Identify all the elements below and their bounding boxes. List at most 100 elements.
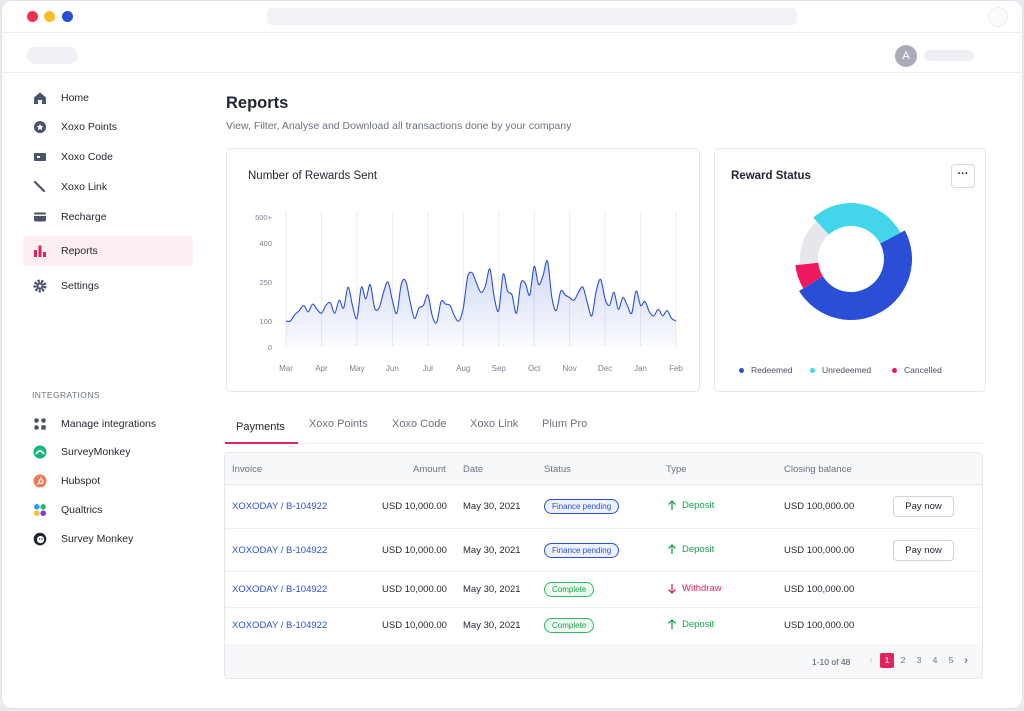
link-icon: [33, 180, 46, 193]
legend-dot: [739, 367, 744, 373]
active-tab-indicator: [225, 442, 298, 444]
bar-chart-icon: [34, 245, 46, 257]
x-tick-label: Sep: [492, 364, 507, 373]
page-5-button[interactable]: 5: [948, 655, 954, 665]
user-name-placeholder[interactable]: [924, 50, 974, 61]
prev-page-icon[interactable]: ‹: [869, 655, 873, 666]
donut-slice-redeemed[interactable]: [799, 230, 912, 320]
page-4-button[interactable]: 4: [932, 655, 938, 665]
x-tick-label: Oct: [528, 364, 541, 373]
page-3-button[interactable]: 3: [916, 655, 922, 665]
type-label: Deposit: [682, 544, 715, 555]
table-header: Invoice Amount Date Status Type Closing …: [225, 453, 982, 485]
integration-label: Hubspot: [61, 475, 101, 487]
address-bar[interactable]: [267, 8, 797, 25]
closing-balance-cell: USD 100,000.00: [784, 620, 855, 631]
invoice-link[interactable]: XOXODAY / B-104922: [232, 545, 328, 556]
legend-dot: [810, 367, 815, 373]
legend-unredeemed: Unredeemed: [810, 365, 871, 375]
pay-now-button[interactable]: Pay now: [893, 540, 954, 561]
page-2-button[interactable]: 2: [900, 655, 906, 665]
x-tick-label: Jun: [386, 364, 399, 373]
sidebar-item-recharge[interactable]: Recharge: [23, 202, 193, 232]
x-tick-label: Apr: [315, 364, 328, 373]
table-row: XOXODAY / B-104922 USD 10,000.00 May 30,…: [225, 608, 982, 644]
hubspot-icon: [33, 474, 47, 488]
type-label: Deposit: [682, 619, 715, 630]
type-cell: Deposit: [667, 544, 714, 555]
legend-redeemed: Redeemed: [739, 365, 793, 375]
arrow-up-icon: [668, 500, 676, 510]
more-options-button[interactable]: ···: [951, 164, 975, 188]
sidebar-item-label: Reports: [61, 245, 98, 257]
next-page-icon[interactable]: ›: [964, 655, 968, 666]
legend-label: Unredeemed: [822, 365, 872, 375]
column-header-status[interactable]: Status: [544, 464, 571, 475]
integration-qualtrics[interactable]: Qualtrics: [23, 498, 193, 522]
amount-cell: USD 10,000.00: [382, 584, 447, 595]
x-tick-label: Mar: [279, 364, 293, 373]
sidebar: Home Xoxo Points Xoxo Code Xoxo Link Rec…: [2, 74, 207, 708]
integration-survey-monkey[interactable]: Survey Monkey: [23, 527, 193, 551]
type-cell: Withdraw: [667, 583, 722, 594]
tab-xoxo-code[interactable]: Xoxo Code: [392, 418, 447, 430]
logo[interactable]: [27, 47, 78, 64]
integration-label: Manage integrations: [61, 418, 157, 430]
chart-title: Reward Status: [731, 170, 811, 182]
donut-slice-other[interactable]: [800, 221, 829, 265]
column-header-type[interactable]: Type: [666, 464, 687, 475]
integration-label: Qualtrics: [61, 504, 103, 516]
integration-hubspot[interactable]: Hubspot: [23, 469, 193, 493]
closing-balance-cell: USD 100,000.00: [784, 584, 855, 595]
minimize-window-button[interactable]: [44, 11, 55, 22]
closing-balance-cell: USD 100,000.00: [784, 545, 855, 556]
pay-now-button[interactable]: Pay now: [893, 496, 954, 517]
invoice-link[interactable]: XOXODAY / B-104922: [232, 501, 328, 512]
integration-manage[interactable]: Manage integrations: [23, 412, 193, 436]
invoice-link[interactable]: XOXODAY / B-104922: [232, 584, 328, 595]
ticket-icon: [34, 153, 46, 161]
type-cell: Deposit: [667, 500, 714, 511]
star-badge-icon: [34, 121, 46, 133]
x-tick-label: Jan: [634, 364, 647, 373]
donut-slice-unredeemed[interactable]: [813, 203, 901, 244]
browser-menu-button[interactable]: [988, 7, 1008, 27]
integration-label: SurveyMonkey: [61, 446, 131, 458]
close-window-button[interactable]: [27, 11, 38, 22]
x-tick-label: Nov: [563, 364, 577, 373]
date-cell: May 30, 2021: [463, 584, 521, 595]
avatar[interactable]: A: [895, 45, 917, 67]
sidebar-item-reports[interactable]: Reports: [23, 236, 193, 266]
sidebar-item-xoxo-link[interactable]: Xoxo Link: [23, 172, 193, 202]
arrow-up-icon: [668, 619, 676, 629]
tab-payments[interactable]: Payments: [236, 421, 285, 433]
app-header: A: [2, 33, 1022, 73]
legend-label: Cancelled: [904, 365, 942, 375]
page-1-button[interactable]: 1: [880, 653, 894, 668]
integration-surveymonkey[interactable]: SurveyMonkey: [23, 440, 193, 464]
sidebar-item-label: Settings: [61, 280, 99, 292]
y-tick-label: 400: [259, 239, 272, 248]
status-badge: Complete: [544, 582, 595, 597]
column-header-invoice[interactable]: Invoice: [232, 464, 263, 475]
tab-xoxo-link[interactable]: Xoxo Link: [470, 418, 519, 430]
column-header-closing-balance[interactable]: Closing balance: [784, 464, 852, 475]
invoice-link[interactable]: XOXODAY / B-104922: [232, 620, 328, 631]
sidebar-item-xoxo-code[interactable]: Xoxo Code: [23, 142, 193, 172]
type-label: Deposit: [682, 500, 715, 511]
column-header-amount[interactable]: Amount: [413, 464, 446, 475]
sidebar-item-settings[interactable]: Settings: [23, 271, 193, 301]
donut-slice-cancelled[interactable]: [795, 262, 823, 289]
date-cell: May 30, 2021: [463, 501, 521, 512]
y-tick-label: 500+: [255, 213, 273, 222]
tab-plum-pro[interactable]: Plum Pro: [542, 418, 588, 430]
sidebar-item-xoxo-points[interactable]: Xoxo Points: [23, 112, 193, 142]
amount-cell: USD 10,000.00: [382, 501, 447, 512]
tab-xoxo-points[interactable]: Xoxo Points: [309, 418, 368, 430]
column-header-date[interactable]: Date: [463, 464, 484, 475]
maximize-window-button[interactable]: [62, 11, 73, 22]
sidebar-item-label: Xoxo Link: [61, 181, 108, 193]
sidebar-item-home[interactable]: Home: [23, 83, 193, 113]
type-cell: Deposit: [667, 619, 714, 630]
